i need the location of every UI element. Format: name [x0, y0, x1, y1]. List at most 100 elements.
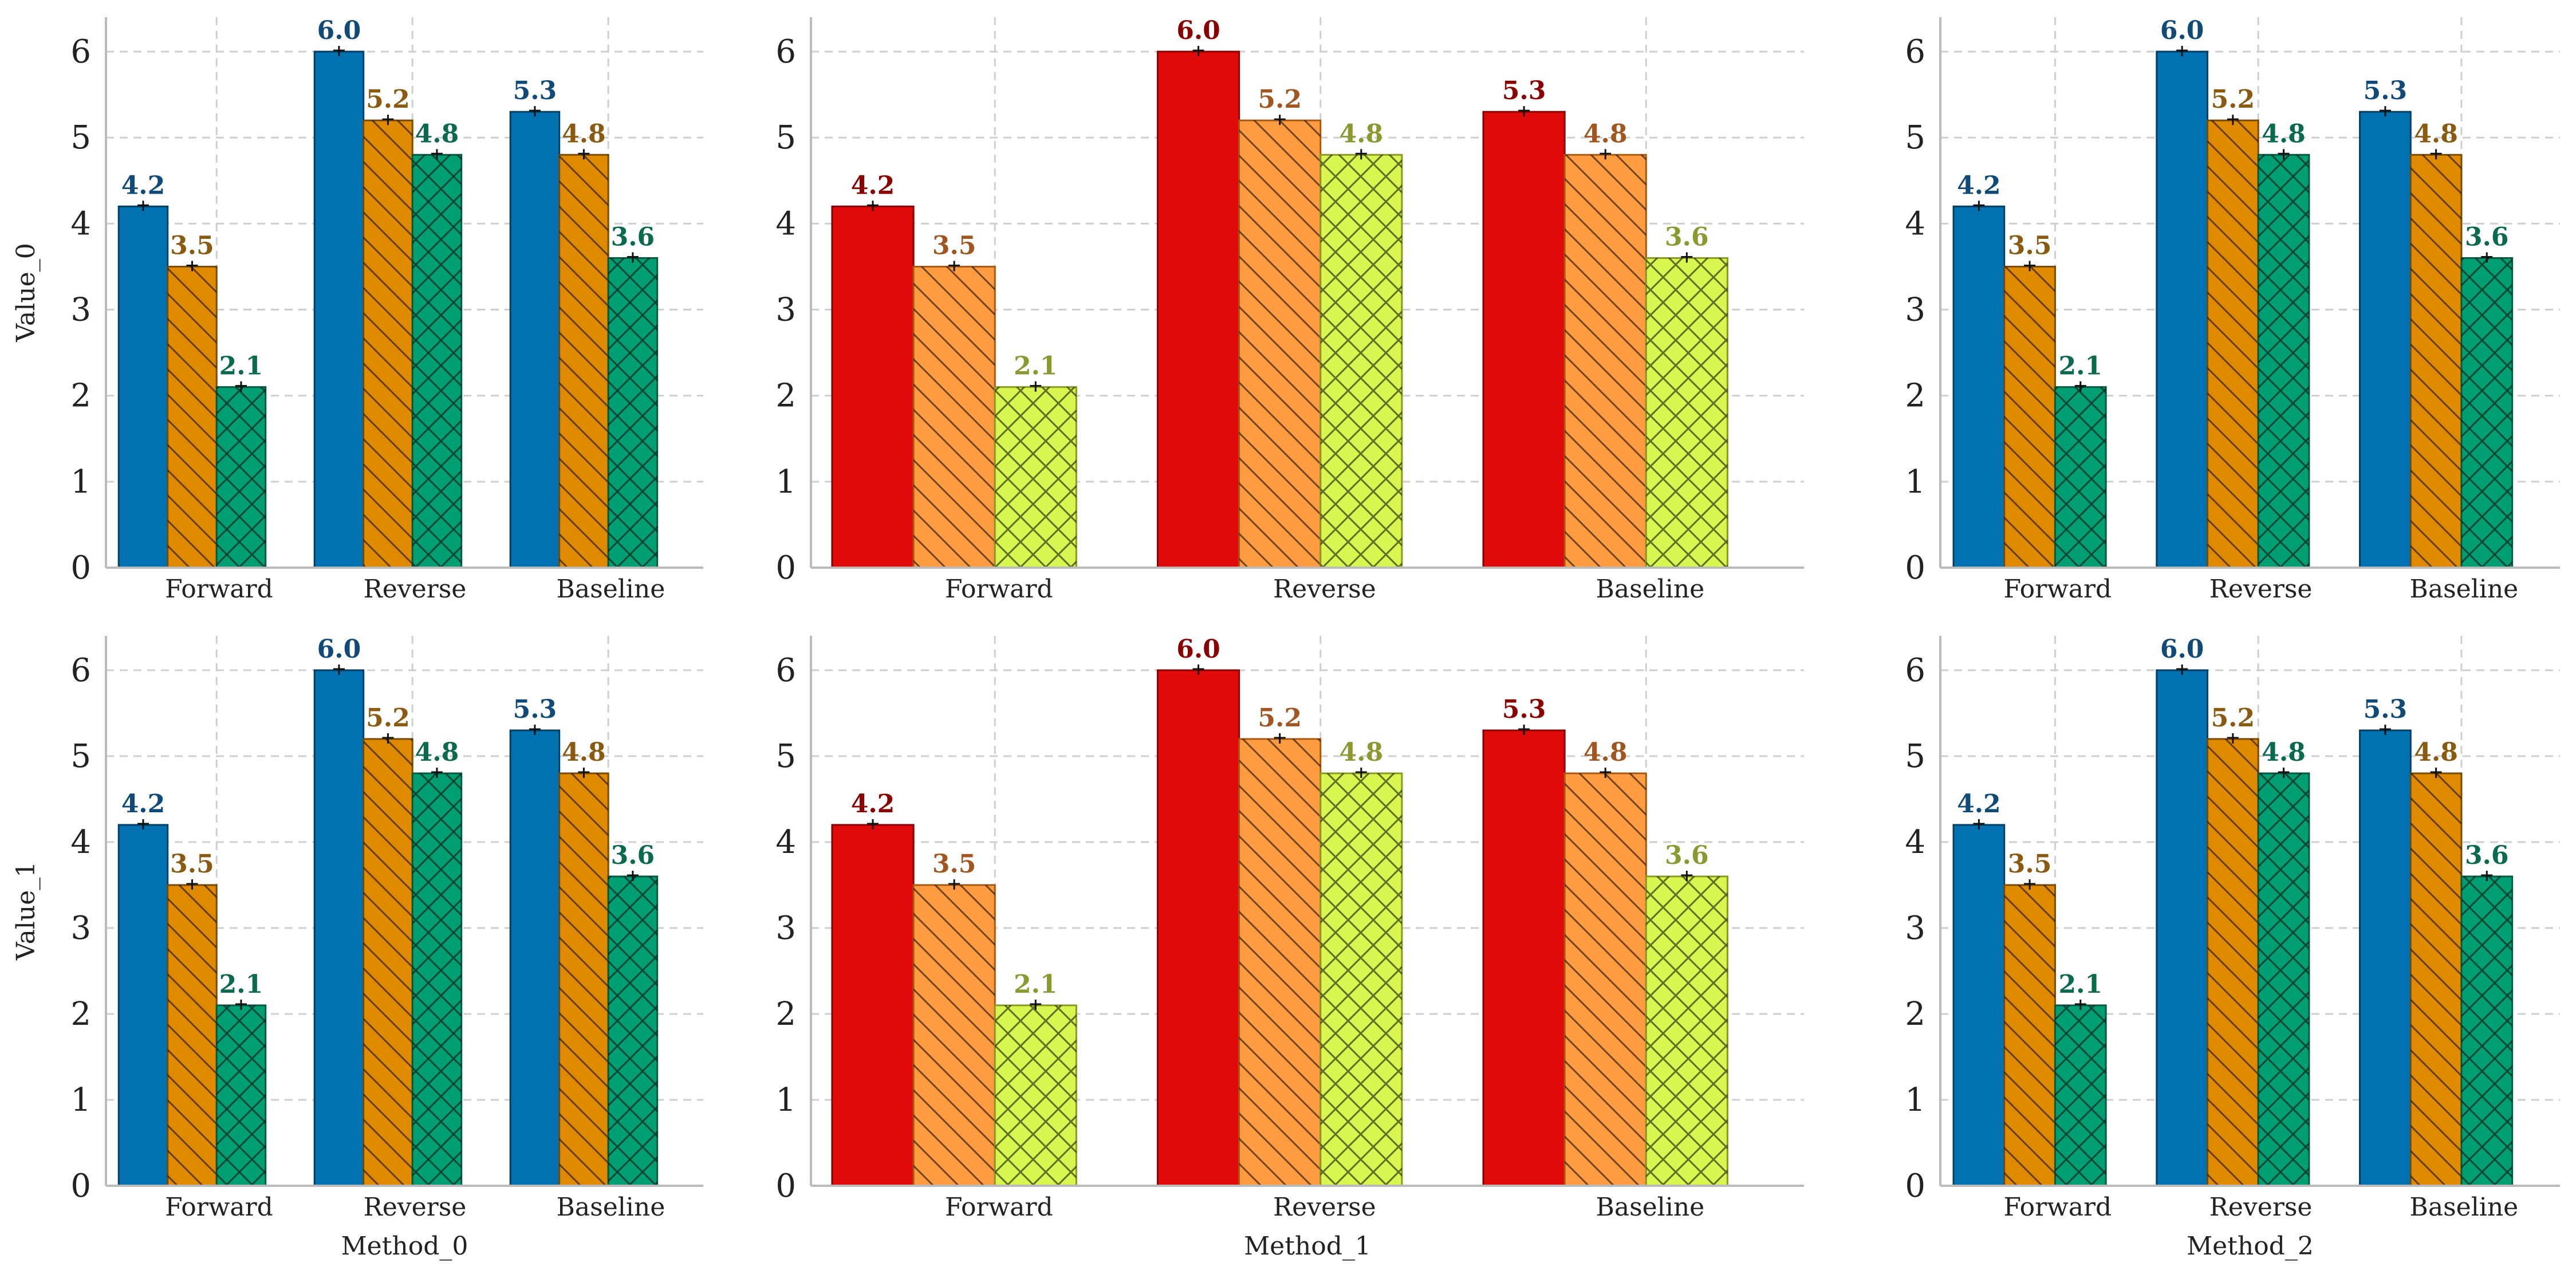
bar-data-label: 4.8 — [1340, 119, 1384, 148]
y-tick-label: 1 — [1905, 463, 1925, 501]
y-tick-label: 0 — [70, 549, 91, 587]
bar-s0-forward — [117, 824, 169, 1187]
bar-hatch-s1-forward — [913, 885, 995, 1186]
bar-hatch-s2-reverse — [2258, 155, 2309, 568]
bar-data-label: 4.2 — [851, 171, 895, 200]
bar-data-label: 4.2 — [121, 171, 166, 200]
bar-s0-reverse — [2156, 669, 2209, 1187]
bar-s0-reverse — [1156, 50, 1240, 569]
y-tick-label: 6 — [1905, 652, 1925, 689]
bar-data-label: 6.0 — [2160, 16, 2204, 45]
bar-data-label: 2.1 — [2058, 352, 2102, 381]
bar-data-label: 3.5 — [170, 231, 214, 260]
bar-hatch-s1-baseline — [2410, 773, 2461, 1186]
bar-data-label: 5.3 — [513, 76, 557, 105]
bar-hatch-s1-baseline — [559, 155, 609, 568]
bar-data-label: 6.0 — [1176, 635, 1220, 664]
y-tick-label: 2 — [70, 377, 91, 415]
bar-data-label: 2.1 — [219, 970, 263, 999]
y-tick-label: 2 — [775, 996, 796, 1033]
y-tick-label: 6 — [70, 652, 91, 689]
bar-hatch-s2-baseline — [608, 258, 657, 568]
y-tick-label: 6 — [70, 33, 91, 70]
x-tick-label: Forward — [165, 1193, 273, 1222]
y-tick-label: 4 — [1905, 824, 1925, 861]
y-tick-label: 2 — [70, 996, 91, 1033]
x-axis-title: Method_1 — [1244, 1232, 1371, 1261]
x-tick-label: Reverse — [364, 575, 467, 604]
bar-hatch-s2-reverse — [412, 155, 462, 568]
bar-s0-reverse — [313, 669, 365, 1187]
y-tick-label: 3 — [775, 910, 796, 947]
bar-hatch-s1-forward — [2004, 885, 2055, 1186]
bar-hatch-s2-baseline — [1646, 876, 1728, 1186]
bar-data-label: 3.5 — [932, 850, 976, 879]
bar-data-label: 3.5 — [170, 850, 214, 879]
y-tick-label: 3 — [1905, 292, 1925, 329]
bar-hatch-s2-reverse — [1320, 773, 1402, 1186]
bar-s0-forward — [1952, 205, 2006, 569]
y-tick-label: 1 — [1905, 1082, 1925, 1119]
bar-hatch-s2-baseline — [2461, 876, 2512, 1186]
x-tick-label: Baseline — [1596, 575, 1705, 604]
y-tick-label: 6 — [775, 33, 796, 70]
bar-s0-baseline — [2359, 729, 2412, 1187]
bar-data-label: 2.1 — [1014, 352, 1058, 381]
y-tick-label: 3 — [775, 292, 796, 329]
x-tick-label: Reverse — [2209, 575, 2313, 604]
y-tick-label: 1 — [775, 463, 796, 501]
bar-data-label: 5.3 — [1502, 76, 1546, 105]
subplot-2: 01234564.26.05.33.55.24.82.14.83.6Forwar… — [1905, 16, 2560, 604]
bar-data-label: 5.2 — [1258, 703, 1302, 733]
bar-data-label: 3.5 — [932, 231, 976, 260]
bar-s0-forward — [831, 205, 915, 569]
y-axis-title: Value_1 — [11, 862, 41, 961]
bar-hatch-s2-forward — [2055, 1005, 2106, 1186]
bar-data-label: 5.2 — [2211, 703, 2255, 733]
y-tick-label: 4 — [70, 824, 91, 861]
bar-hatch-s2-forward — [216, 1005, 266, 1186]
subplot-0: 01234564.26.05.33.55.24.82.14.83.6Forwar… — [11, 16, 703, 604]
y-tick-label: 0 — [775, 549, 796, 587]
bar-hatch-s2-baseline — [608, 876, 657, 1186]
bar-hatch-s2-forward — [2055, 387, 2106, 568]
bar-data-label: 4.8 — [562, 119, 606, 148]
bar-data-label: 4.2 — [1957, 789, 2001, 819]
bar-hatch-s2-forward — [995, 1005, 1077, 1186]
bar-hatch-s2-baseline — [1646, 258, 1728, 568]
bar-hatch-s1-forward — [167, 885, 217, 1186]
bar-data-label: 4.8 — [2414, 738, 2458, 767]
y-tick-label: 2 — [775, 377, 796, 415]
bar-data-label: 6.0 — [2160, 635, 2204, 664]
x-tick-label: Forward — [2003, 1193, 2112, 1222]
bar-hatch-s1-forward — [2004, 266, 2055, 568]
y-tick-label: 3 — [70, 910, 91, 947]
bar-hatch-s2-forward — [216, 387, 266, 568]
bar-hatch-s1-reverse — [363, 739, 413, 1186]
bar-data-label: 3.6 — [2465, 222, 2509, 251]
bar-s0-forward — [1952, 824, 2006, 1187]
x-axis-title: Method_2 — [2187, 1232, 2314, 1261]
bar-data-label: 3.6 — [1665, 222, 1709, 251]
y-tick-label: 5 — [1905, 738, 1925, 775]
subplot-1: 0 1 2 3 4 5 6 4.2 6.0 5.3 3.5 5.2 4.8 2.1 4.8 3.6 Forwar… — [775, 16, 1804, 604]
bar-data-label: 4.8 — [2262, 738, 2306, 767]
bar-s0-reverse — [2156, 50, 2209, 569]
bar-data-label: 4.2 — [1957, 171, 2001, 200]
y-tick-label: 5 — [1905, 119, 1925, 156]
bar-hatch-s1-reverse — [1239, 739, 1321, 1186]
x-tick-label: Reverse — [1273, 1193, 1376, 1222]
bar-s0-forward — [117, 205, 169, 569]
bar-hatch-s1-forward — [913, 266, 995, 568]
y-tick-label: 3 — [70, 292, 91, 329]
y-tick-label: 2 — [1905, 377, 1925, 415]
y-tick-label: 5 — [775, 119, 796, 156]
bar-data-label: 5.3 — [1502, 695, 1546, 724]
y-tick-label: 1 — [775, 1082, 796, 1119]
bar-s0-baseline — [1482, 729, 1566, 1187]
x-tick-label: Forward — [165, 575, 273, 604]
y-tick-label: 5 — [70, 738, 91, 775]
bar-s0-baseline — [1482, 111, 1566, 569]
subplot-5: 01234564.26.05.33.55.24.82.14.83.6Forwar… — [1905, 635, 2560, 1261]
